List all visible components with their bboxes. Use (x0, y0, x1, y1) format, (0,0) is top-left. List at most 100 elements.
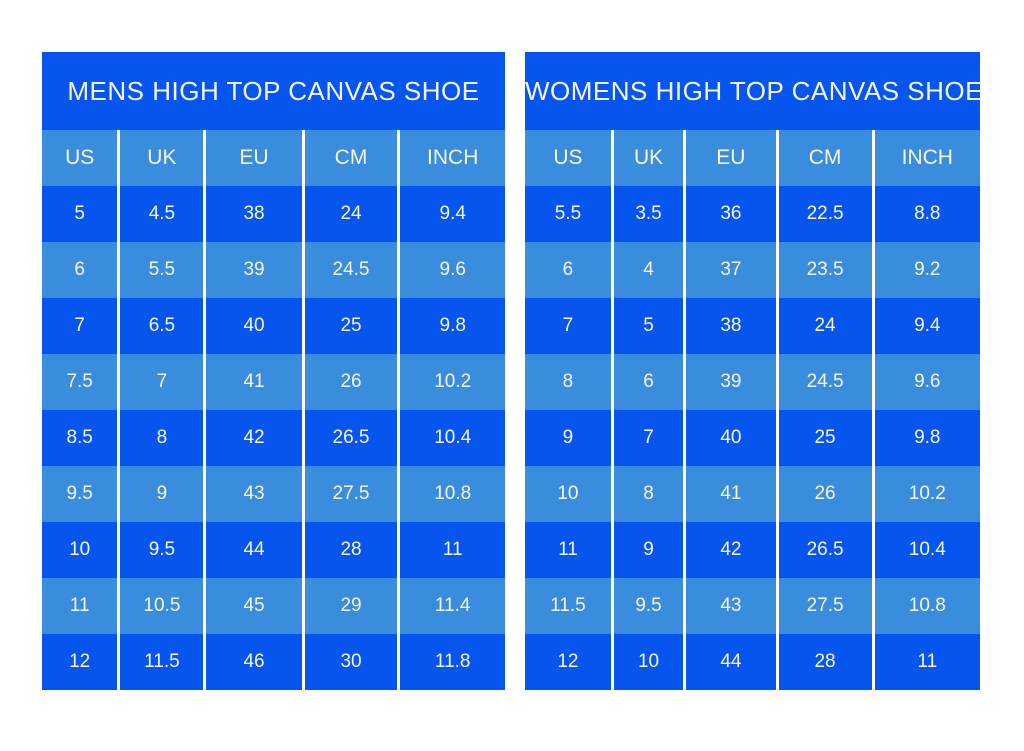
table-cell: 40 (203, 298, 304, 354)
column-header-us: US (65, 146, 95, 169)
table-cell: 9.5 (610, 578, 685, 634)
table-cell: 10.2 (397, 354, 505, 410)
table-row: 12 10 44 28 11 (525, 634, 980, 690)
womens-size-grid: US UK EU CM INCH 5.5 3.5 36 22.5 8.8 6 4 37 23.5… (525, 130, 980, 690)
table-row: 6 4 37 23.5 9.2 (525, 242, 980, 298)
table-cell: 10 (557, 483, 579, 504)
table-cell: 5.5 (117, 242, 205, 298)
table-cell: 9 (562, 427, 574, 448)
table-cell: 29 (301, 578, 399, 634)
womens-size-table: WOMENS HIGH TOP CANVAS SHOE US UK EU CM … (525, 52, 983, 690)
column-header-uk: UK (117, 130, 205, 186)
table-cell: 39 (203, 242, 304, 298)
table-row: 7.5 7 41 26 10.2 (42, 354, 505, 410)
table-cell: 24 (301, 186, 399, 242)
table-cell: 11 (871, 634, 980, 690)
table-cell: 4.5 (117, 186, 205, 242)
table-cell: 11 (558, 539, 578, 560)
table-cell: 11.4 (397, 578, 505, 634)
table-cell: 28 (301, 522, 399, 578)
table-cell: 11 (397, 522, 505, 578)
column-header-eu: EU (683, 130, 778, 186)
table-cell: 3.5 (610, 186, 685, 242)
table-cell: 24.5 (775, 354, 874, 410)
table-cell: 43 (203, 466, 304, 522)
table-cell: 7 (562, 315, 574, 336)
table-cell: 7 (117, 354, 205, 410)
table-cell: 44 (683, 634, 778, 690)
table-cell: 6.5 (117, 298, 205, 354)
table-cell: 46 (203, 634, 304, 690)
table-row: 12 11.5 46 30 11.8 (42, 634, 505, 690)
table-cell: 9.6 (871, 354, 980, 410)
table-cell: 38 (683, 298, 778, 354)
column-header-inch: INCH (871, 130, 980, 186)
mens-header-row: US UK EU CM INCH (42, 130, 505, 186)
column-header-cm: CM (301, 130, 399, 186)
table-cell: 11.5 (117, 634, 205, 690)
table-cell: 9.5 (66, 483, 93, 504)
table-cell: 9.4 (871, 298, 980, 354)
column-header-us: US (553, 146, 583, 169)
table-cell: 6 (74, 259, 85, 280)
table-cell: 36 (683, 186, 778, 242)
table-cell: 9.2 (871, 242, 980, 298)
table-row: 5.5 3.5 36 22.5 8.8 (525, 186, 980, 242)
table-cell: 39 (683, 354, 778, 410)
table-cell: 26 (775, 466, 874, 522)
table-cell: 44 (203, 522, 304, 578)
table-cell: 9.8 (397, 298, 505, 354)
table-cell: 26.5 (775, 522, 874, 578)
table-cell: 24.5 (301, 242, 399, 298)
table-cell: 41 (203, 354, 304, 410)
table-cell: 8 (610, 466, 685, 522)
table-cell: 30 (301, 634, 399, 690)
table-cell: 12 (69, 651, 91, 672)
table-cell: 8.5 (66, 427, 93, 448)
table-cell: 10.2 (871, 466, 980, 522)
mens-size-grid: US UK EU CM INCH 5 4.5 38 24 9.4 6 5.5 39 24.5 9.… (42, 130, 505, 690)
table-row: 11 9 42 26.5 10.4 (525, 522, 980, 578)
table-cell: 27.5 (301, 466, 399, 522)
table-cell: 6 (610, 354, 685, 410)
table-row: 7 6.5 40 25 9.8 (42, 298, 505, 354)
table-cell: 23.5 (775, 242, 874, 298)
table-cell: 10 (610, 634, 685, 690)
table-cell: 25 (775, 410, 874, 466)
table-cell: 10.5 (117, 578, 205, 634)
table-cell: 24 (775, 298, 874, 354)
table-cell: 40 (683, 410, 778, 466)
table-cell: 5 (74, 203, 85, 224)
table-cell: 6 (562, 259, 574, 280)
table-cell: 38 (203, 186, 304, 242)
table-row: 6 5.5 39 24.5 9.6 (42, 242, 505, 298)
mens-table-title: MENS HIGH TOP CANVAS SHOE (42, 52, 505, 130)
table-cell: 9.5 (117, 522, 205, 578)
table-row: 11.5 9.5 43 27.5 10.8 (525, 578, 980, 634)
table-cell: 11 (69, 595, 90, 616)
table-cell: 10.4 (871, 522, 980, 578)
table-cell: 43 (683, 578, 778, 634)
table-cell: 42 (203, 410, 304, 466)
table-cell: 9.4 (397, 186, 505, 242)
table-cell: 10.8 (871, 578, 980, 634)
table-cell: 9 (610, 522, 685, 578)
table-row: 8 6 39 24.5 9.6 (525, 354, 980, 410)
table-row: 10 8 41 26 10.2 (525, 466, 980, 522)
table-cell: 26 (301, 354, 399, 410)
table-cell: 10 (69, 539, 91, 560)
table-cell: 41 (683, 466, 778, 522)
table-cell: 11.8 (397, 634, 505, 690)
column-header-inch: INCH (397, 130, 505, 186)
table-cell: 10.8 (397, 466, 505, 522)
table-cell: 8 (117, 410, 205, 466)
table-cell: 5 (610, 298, 685, 354)
table-row: 5 4.5 38 24 9.4 (42, 186, 505, 242)
column-header-uk: UK (610, 130, 685, 186)
table-row: 9.5 9 43 27.5 10.8 (42, 466, 505, 522)
table-cell: 4 (610, 242, 685, 298)
table-cell: 8 (562, 371, 574, 392)
table-cell: 7 (610, 410, 685, 466)
table-cell: 10.4 (397, 410, 505, 466)
table-row: 7 5 38 24 9.4 (525, 298, 980, 354)
